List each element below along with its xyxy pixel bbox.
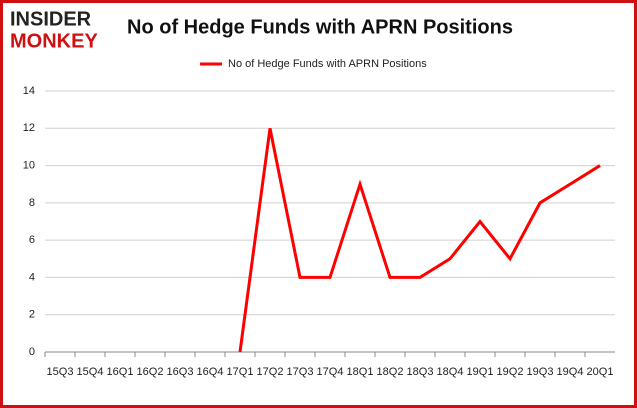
y-tick-label: 8: [29, 197, 35, 209]
y-tick-label: 10: [23, 159, 35, 171]
y-tick-label: 6: [29, 234, 35, 246]
series-line: [238, 127, 601, 353]
x-tick-label: 19Q1: [467, 366, 494, 378]
y-tick-label: 12: [23, 122, 35, 134]
legend-label: No of Hedge Funds with APRN Positions: [228, 58, 427, 70]
x-tick-label: 17Q2: [257, 366, 284, 378]
y-tick-label: 2: [29, 309, 35, 321]
x-tick-label: 18Q1: [347, 366, 374, 378]
x-tick-label: 17Q1: [227, 366, 254, 378]
x-tick-label: 18Q3: [407, 366, 434, 378]
logo-top: INSIDER: [10, 8, 92, 30]
x-tick-label: 19Q2: [497, 366, 524, 378]
x-tick-label: 17Q3: [287, 366, 314, 378]
x-tick-label: 17Q4: [317, 366, 344, 378]
x-tick-label: 16Q1: [107, 366, 134, 378]
x-tick-label: 19Q3: [527, 366, 554, 378]
x-tick-label: 19Q4: [557, 366, 584, 378]
x-tick-label: 15Q3: [47, 366, 74, 378]
x-tick-label: 18Q2: [377, 366, 404, 378]
x-tick-label: 15Q4: [77, 366, 104, 378]
x-tick-label: 18Q4: [437, 366, 464, 378]
x-tick-label: 16Q4: [197, 366, 224, 378]
x-tick-label: 16Q3: [167, 366, 194, 378]
logo-bottom: MONKEY: [10, 30, 98, 52]
x-tick-label: 16Q2: [137, 366, 164, 378]
y-tick-label: 4: [29, 271, 35, 283]
y-tick-label: 0: [29, 346, 35, 358]
chart-title: No of Hedge Funds with APRN Positions: [127, 16, 513, 38]
y-tick-label: 14: [23, 85, 35, 97]
x-tick-label: 20Q1: [587, 366, 614, 378]
